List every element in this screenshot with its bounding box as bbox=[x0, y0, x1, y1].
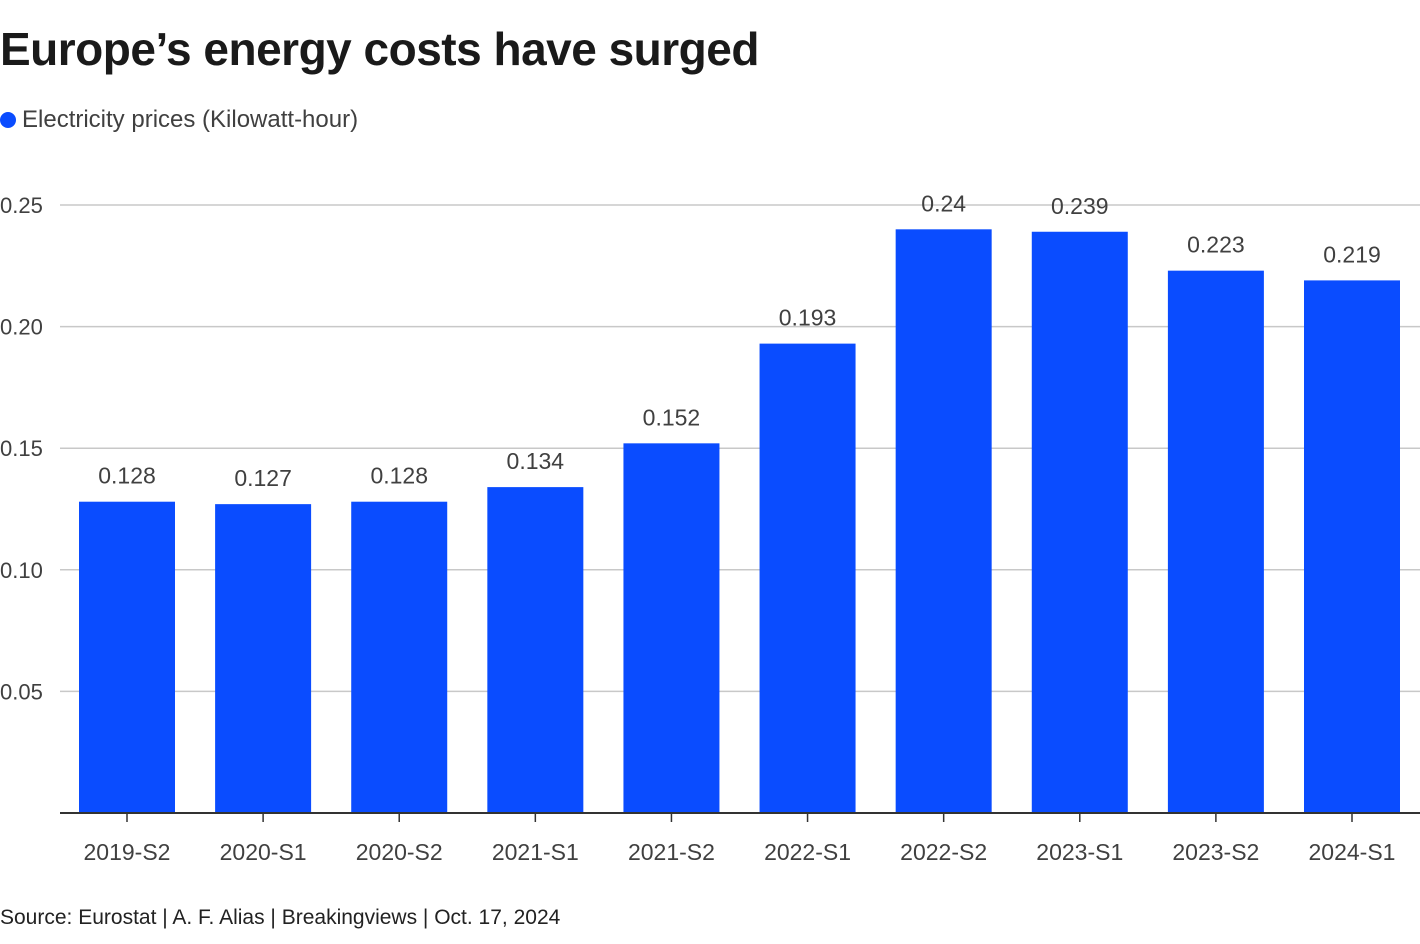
y-tick-label: 0.15 bbox=[0, 436, 43, 461]
x-tick-label: 2021-S2 bbox=[628, 839, 715, 865]
bar bbox=[79, 501, 175, 813]
data-label: 0.193 bbox=[779, 305, 837, 331]
data-label: 0.127 bbox=[234, 465, 292, 491]
y-axis-ticks: 0.05 0.10 0.15 0.20 0.25 bbox=[0, 193, 43, 704]
legend-label-electricity: Electricity prices (Kilowatt-hour) bbox=[22, 106, 359, 133]
bar bbox=[1304, 280, 1400, 814]
y-tick-label: 0.10 bbox=[0, 558, 43, 583]
x-tick-label: 2024-S1 bbox=[1309, 839, 1396, 865]
source-note: Source: Eurostat | A. F. Alias | Breakin… bbox=[0, 906, 561, 929]
data-label: 0.223 bbox=[1187, 232, 1245, 258]
bar bbox=[895, 229, 992, 813]
data-label: 0.128 bbox=[370, 463, 428, 489]
bar bbox=[487, 487, 584, 813]
bar bbox=[623, 443, 720, 813]
data-labels: 0.128 0.127 0.128 0.134 0.152 0.193 0.24 0.239 0… bbox=[98, 190, 1381, 491]
bar bbox=[759, 343, 856, 813]
y-tick-label: 0.05 bbox=[0, 679, 43, 704]
chart-title: Europe’s energy costs have surged bbox=[0, 23, 759, 75]
data-label: 0.219 bbox=[1323, 241, 1381, 267]
x-tick-label: 2022-S1 bbox=[764, 839, 851, 865]
x-tick-label: 2019-S2 bbox=[84, 839, 171, 865]
x-tick-label: 2022-S2 bbox=[900, 839, 987, 865]
data-label: 0.128 bbox=[98, 463, 156, 489]
x-tick-label: 2021-S1 bbox=[492, 839, 579, 865]
bar bbox=[1167, 270, 1264, 813]
data-label: 0.152 bbox=[643, 404, 701, 430]
bar-chart: 0.05 0.10 0.15 0.20 0.25 0.128 0.127 0.128 0.13… bbox=[0, 190, 1420, 865]
x-tick-label: 2023-S2 bbox=[1172, 839, 1259, 865]
legend: Electricity prices (Kilowatt-hour) bbox=[0, 106, 358, 134]
bar bbox=[351, 501, 448, 813]
data-label: 0.24 bbox=[921, 190, 966, 216]
x-tick-label: 2020-S2 bbox=[356, 839, 443, 865]
bars bbox=[79, 229, 1400, 814]
y-tick-label: 0.25 bbox=[0, 193, 43, 218]
bar bbox=[1031, 231, 1128, 813]
legend-swatch-electricity bbox=[0, 112, 16, 128]
x-axis: 2019-S2 2020-S1 2020-S2 2021-S1 2021-S2 2022-… bbox=[60, 812, 1420, 865]
x-tick-label: 2020-S1 bbox=[220, 839, 307, 865]
data-label: 0.239 bbox=[1051, 193, 1109, 219]
data-label: 0.134 bbox=[507, 448, 565, 474]
y-tick-label: 0.20 bbox=[0, 315, 43, 340]
x-tick-label: 2023-S1 bbox=[1036, 839, 1123, 865]
bar bbox=[215, 504, 312, 813]
